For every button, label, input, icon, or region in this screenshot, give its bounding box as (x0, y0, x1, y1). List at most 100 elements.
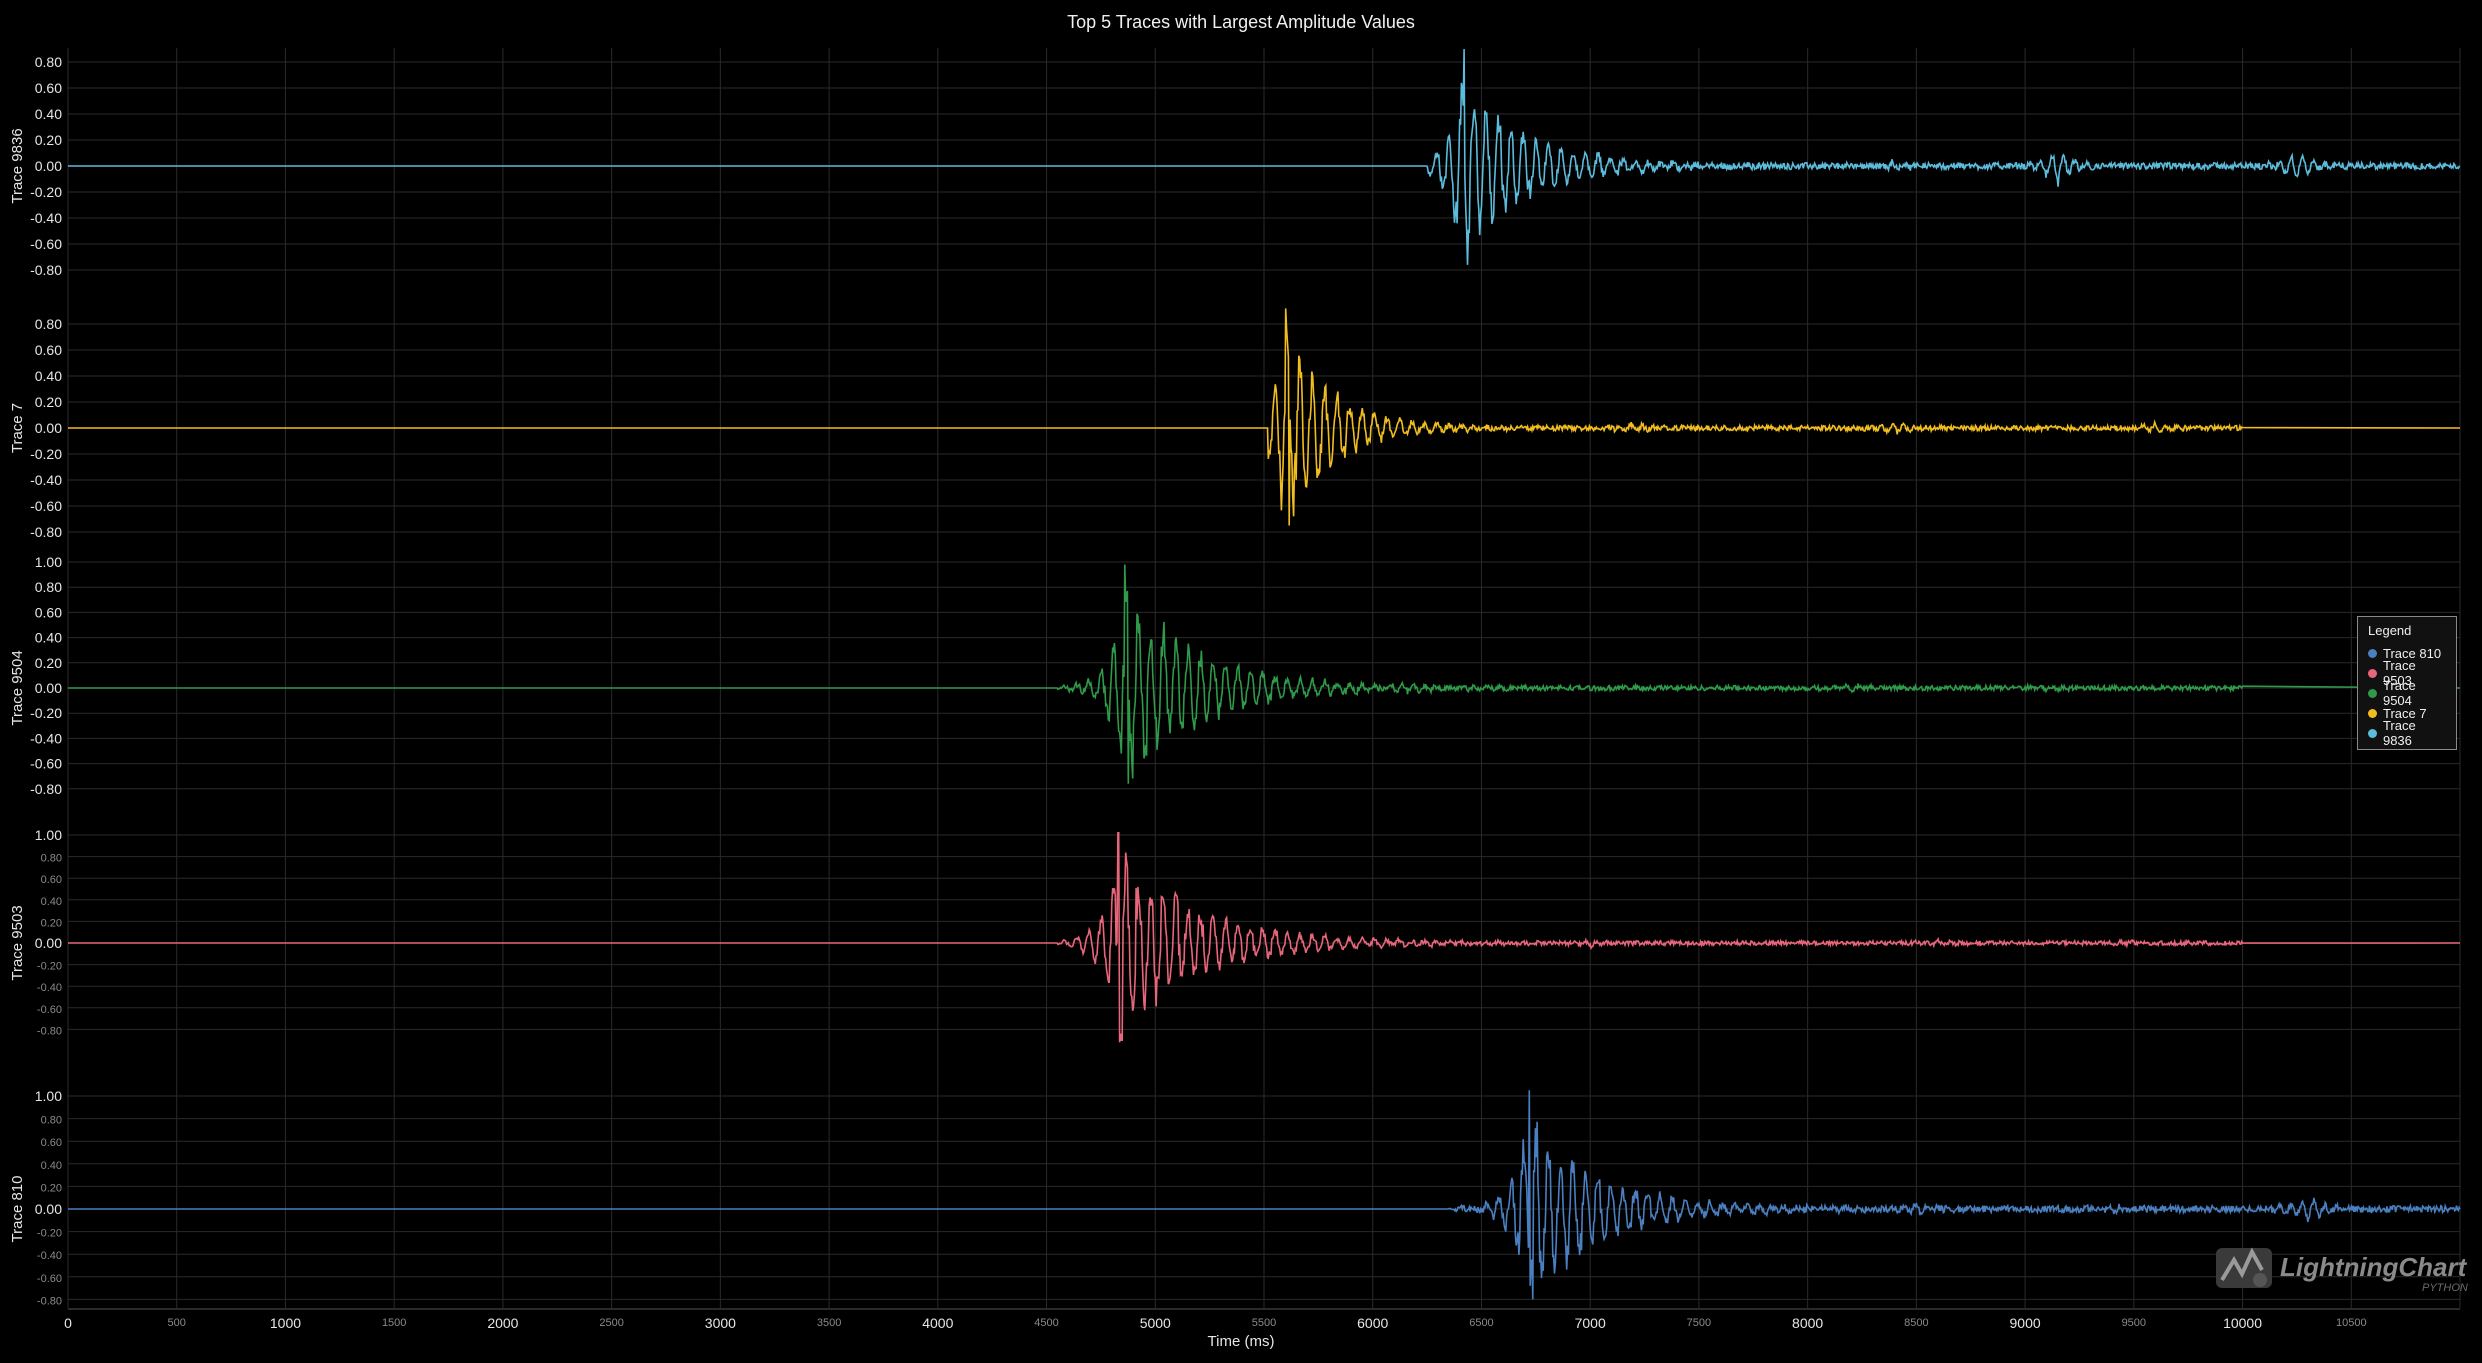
y-tick-label: -0.60 (30, 498, 62, 514)
legend-swatch (2368, 688, 2377, 698)
y-tick-label: 0.20 (41, 917, 62, 929)
y-tick-label: 0.60 (35, 342, 62, 358)
y-tick-label: -0.20 (30, 705, 62, 721)
x-tick-label: 6000 (1357, 1315, 1388, 1331)
y-tick-label: -0.40 (30, 730, 62, 746)
y-tick-label: 0.40 (35, 106, 62, 122)
legend-label: Trace 9503 (2382, 658, 2416, 688)
y-tick-label: -0.40 (30, 210, 62, 226)
series-line-trace-810[interactable] (68, 1090, 2461, 1300)
x-tick-label-minor: 3500 (817, 1317, 841, 1329)
legend-label: Trace 810 (2383, 645, 2442, 661)
logo-subtext: PYTHON (2422, 1282, 2468, 1294)
y-tick-label: 0.80 (35, 579, 62, 595)
x-tick-label: 2000 (487, 1315, 518, 1331)
y-tick-label: -0.20 (30, 184, 62, 200)
chart-title: Top 5 Traces with Largest Amplitude Valu… (1067, 12, 1415, 32)
legend-item-trace-9504[interactable]: Trace 9504 (2368, 678, 2448, 708)
legend-item-trace-810[interactable]: Trace 810 (2368, 643, 2448, 663)
y-axes: 0.80 0.60 0.40 0.20 0.00 -0.20 -0.40 -0.60 -0.80… (9, 54, 62, 1307)
y-tick-label: -0.20 (37, 1228, 62, 1240)
x-axis: 0 1000 2000 3000 4000 5000 6000 7000 8000 9000 100… (64, 1308, 2460, 1331)
y-tick-label: 0.80 (41, 1115, 62, 1127)
x-tick-label-minor: 500 (168, 1317, 186, 1329)
y-tick-label: 0.00 (35, 1201, 62, 1217)
y-tick-label: -0.80 (30, 524, 62, 540)
y-axis-title: Trace 7 (9, 403, 26, 453)
legend-item-trace-7[interactable]: Trace 7 (2368, 703, 2448, 723)
x-tick-label: 4000 (922, 1315, 953, 1331)
x-tick-label: 9000 (2010, 1315, 2041, 1331)
series-line-trace-9836[interactable] (68, 48, 2461, 265)
x-tick-label-minor: 4500 (1034, 1317, 1058, 1329)
lightningchart-logo: LightningChart PYTHON (2212, 1240, 2472, 1294)
legend-swatch (2368, 648, 2377, 658)
legend-swatch (2368, 708, 2377, 718)
y-tick-label: 0.40 (41, 896, 62, 908)
y-axis-title: Trace 9504 (9, 650, 26, 725)
legend-label: Trace 9504 (2382, 678, 2416, 708)
y-tick-label: -0.80 (30, 781, 62, 797)
y-tick-label: -0.60 (37, 1004, 62, 1016)
x-tick-label: 8000 (1792, 1315, 1823, 1331)
y-tick-label: 0.20 (35, 394, 62, 410)
legend-label: Trace 7 (2383, 705, 2427, 721)
y-axis-title: Trace 810 (9, 1176, 26, 1243)
y-tick-label: -0.20 (37, 961, 62, 973)
y-tick-label: -0.60 (30, 236, 62, 252)
y-tick-label: 0.00 (35, 935, 62, 951)
y-tick-label: 0.40 (35, 630, 62, 646)
y-tick-label: -0.20 (30, 446, 62, 462)
y-tick-label: -0.40 (37, 1250, 62, 1262)
legend-title: Legend (2368, 623, 2412, 638)
x-tick-label-minor: 7500 (1687, 1317, 1711, 1329)
traces-layer (68, 48, 2461, 1300)
logo-text: LightningChart (2280, 1252, 2467, 1282)
y-tick-label: 0.60 (35, 604, 62, 620)
lightning-logo-icon (2216, 1247, 2272, 1288)
x-tick-label-minor: 9500 (2122, 1317, 2146, 1329)
y-tick-label: -0.40 (30, 472, 62, 488)
series-line-trace-7[interactable] (68, 308, 2461, 526)
y-tick-label: 0.80 (35, 316, 62, 332)
x-tick-label: 1000 (270, 1315, 301, 1331)
x-axis-title: Time (ms) (1208, 1333, 1275, 1350)
legend-item-trace-9836[interactable]: Trace 9836 (2368, 718, 2448, 748)
y-tick-label: 0.20 (41, 1182, 62, 1194)
y-tick-label: 0.40 (41, 1160, 62, 1172)
y-tick-label: 0.60 (35, 80, 62, 96)
y-tick-label: 0.80 (35, 54, 62, 70)
y-tick-label: -0.60 (30, 756, 62, 772)
x-tick-label-minor: 2500 (599, 1317, 623, 1329)
series-line-trace-9504[interactable] (68, 564, 2461, 784)
y-tick-label: 0.40 (35, 368, 62, 384)
y-tick-label: 0.60 (41, 1137, 62, 1149)
y-tick-label: -0.80 (30, 262, 62, 278)
y-tick-label: 0.20 (35, 132, 62, 148)
legend-label: Trace 9836 (2382, 718, 2416, 748)
series-line-trace-9503[interactable] (68, 831, 2461, 1043)
x-tick-label: 0 (64, 1315, 72, 1331)
y-tick-label: 0.00 (35, 420, 62, 436)
legend-swatch (2368, 668, 2377, 678)
y-tick-label: 0.00 (35, 158, 62, 174)
y-tick-label: 0.80 (41, 853, 62, 865)
y-tick-label: 0.20 (35, 655, 62, 671)
x-tick-label-minor: 10500 (2336, 1317, 2367, 1329)
y-tick-label: 0.00 (35, 680, 62, 696)
y-axis-title: Trace 9503 (9, 905, 26, 980)
y-tick-label: 1.00 (35, 554, 62, 570)
legend[interactable]: Legend Trace 810 Trace 9503 Trace 9504 T… (2357, 616, 2457, 750)
x-tick-label-minor: 5500 (1252, 1317, 1276, 1329)
x-tick-label: 5000 (1140, 1315, 1171, 1331)
x-tick-label-minor: 8500 (1904, 1317, 1928, 1329)
y-tick-label: 1.00 (35, 827, 62, 843)
y-tick-label: 0.60 (41, 874, 62, 886)
y-axis-title: Trace 9836 (9, 128, 26, 203)
y-tick-label: -0.60 (37, 1273, 62, 1285)
legend-swatch (2368, 728, 2377, 738)
legend-item-trace-9503[interactable]: Trace 9503 (2368, 658, 2448, 688)
y-tick-label: -0.40 (37, 982, 62, 994)
y-tick-label: -0.80 (37, 1295, 62, 1307)
